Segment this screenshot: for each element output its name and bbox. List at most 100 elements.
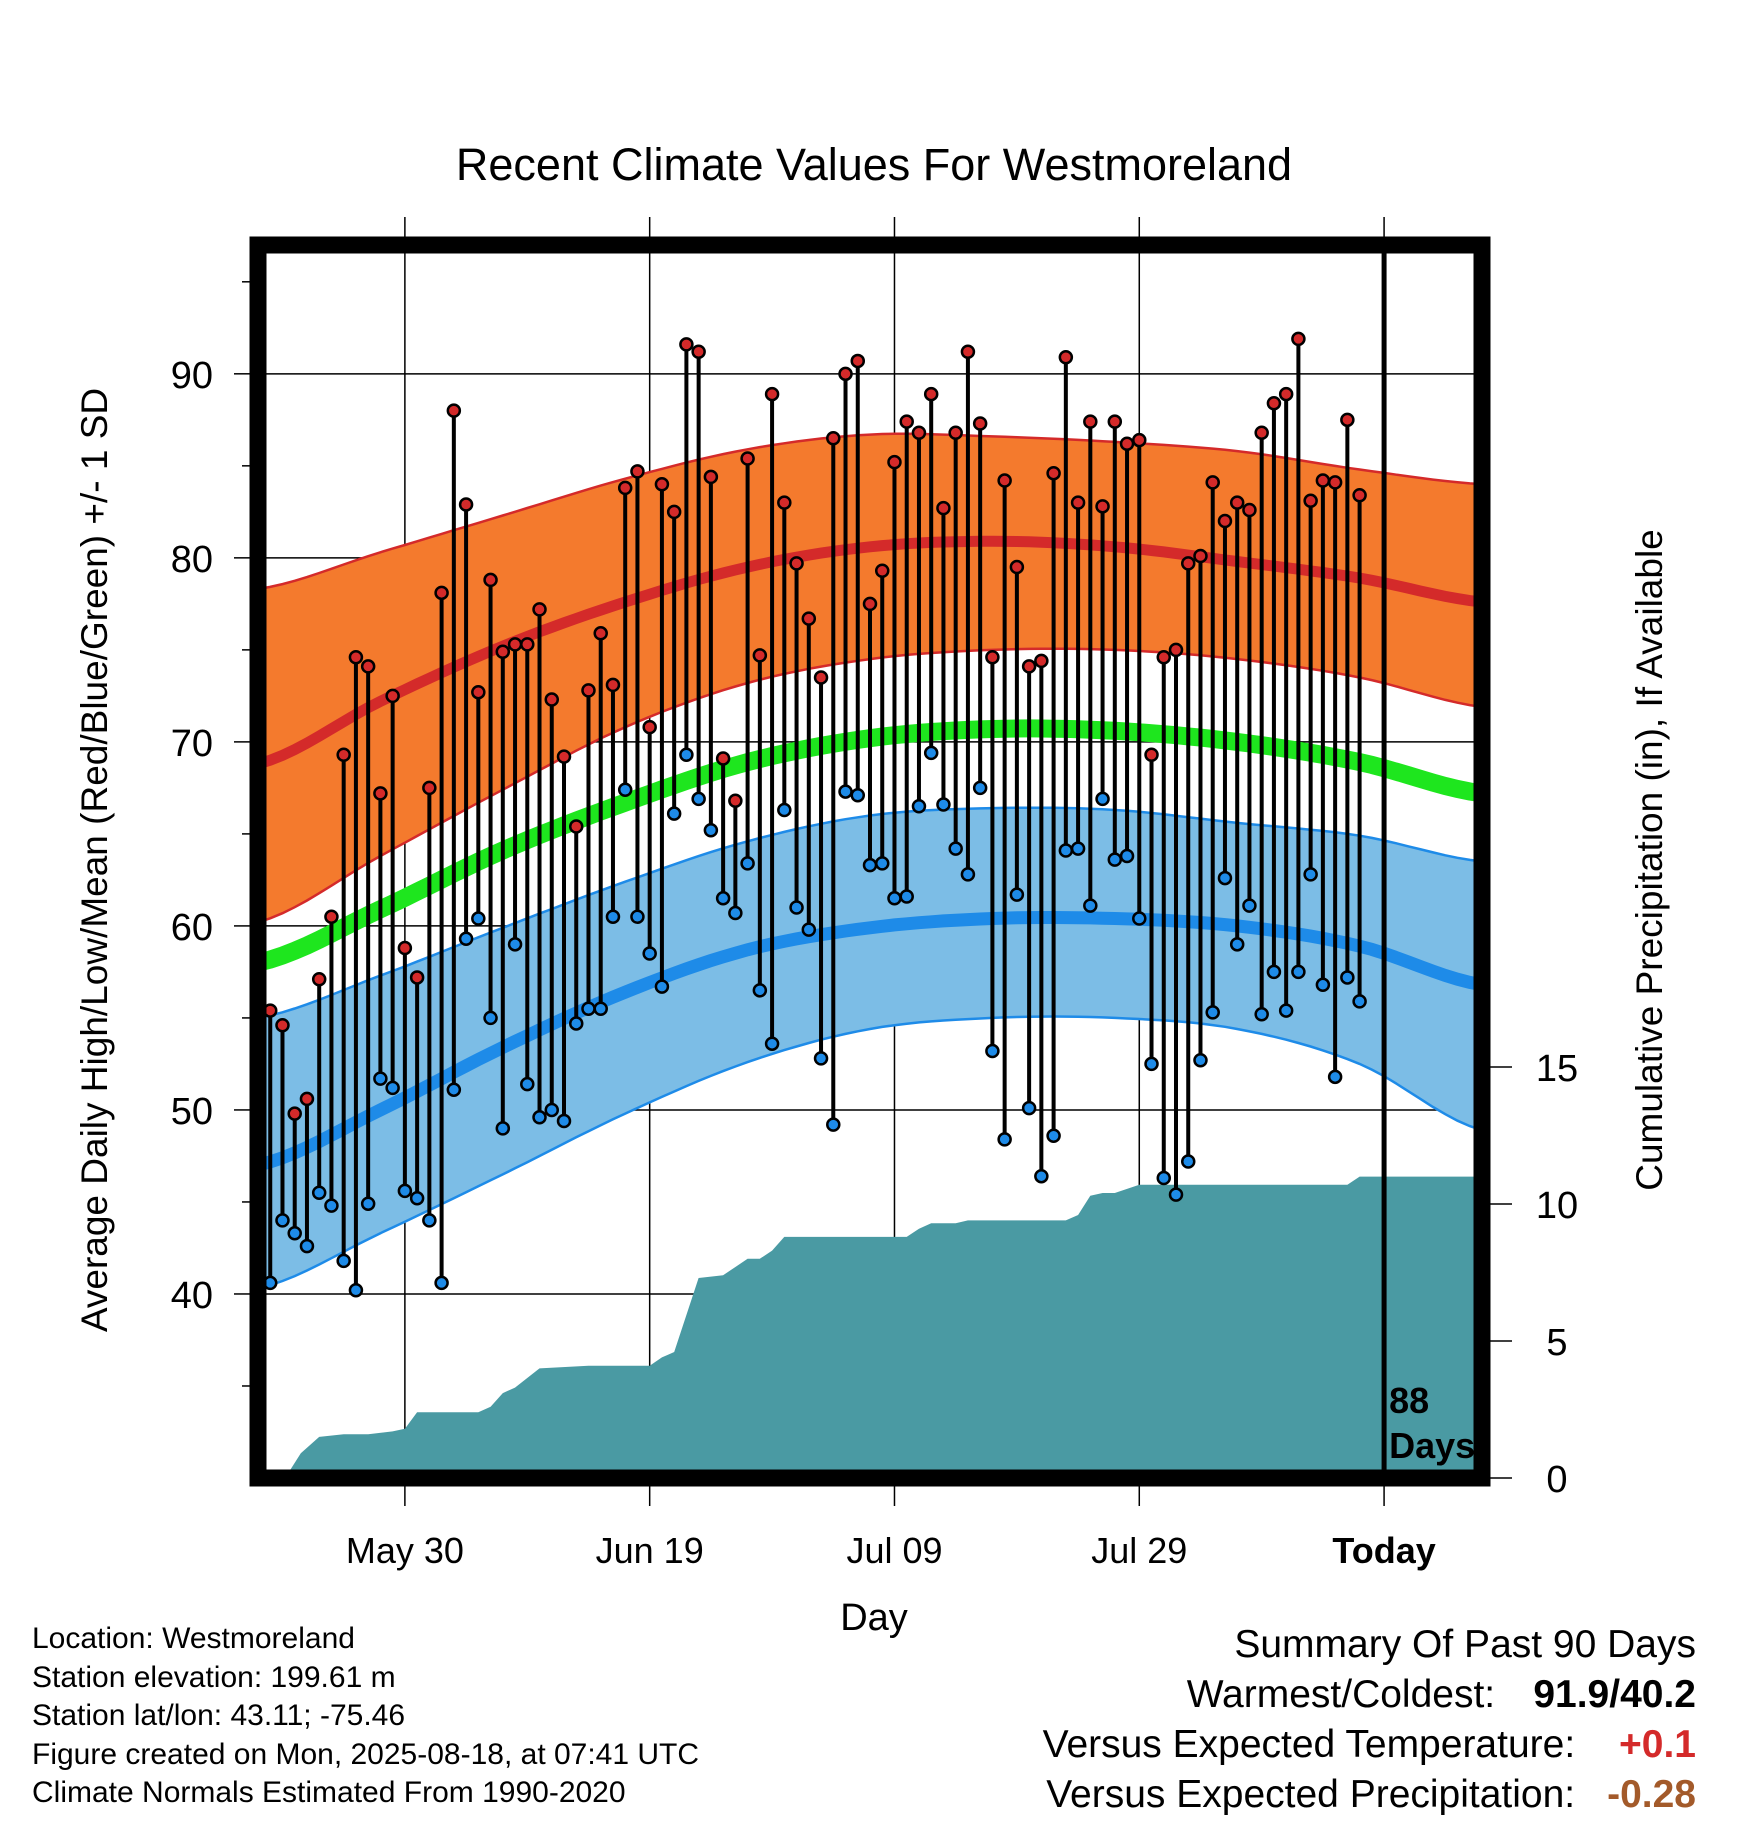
low-point [911,799,927,814]
low-point [532,1110,547,1125]
low-point [471,911,486,926]
high-point [1229,495,1245,510]
plot-frame [249,236,1491,1487]
low-point [507,937,523,952]
high-point [1217,513,1233,529]
summary-panel: Summary Of Past 90 Days Warmest/Coldest:… [1043,1620,1696,1820]
high-point [434,585,449,601]
high-point [1254,425,1269,440]
y2-tick-label: 10 [1536,1185,1578,1227]
temp-row: Versus Expected Temperature: +0.1 [1043,1720,1696,1770]
axes: 40 50 60 70 80 90 0 5 10 15 May 30 Jun 19 Jul 09 Jul … [171,217,1578,1571]
low-point [1229,937,1245,952]
low-point [948,841,963,856]
high-point [1315,473,1331,488]
y-tick-label: 80 [171,539,213,581]
low-point [936,797,951,812]
high-point [728,793,743,809]
high-point [287,1106,302,1121]
high-point [801,611,817,626]
low-point [740,856,755,871]
low-point [985,1043,1000,1059]
low-point [715,891,731,906]
high-point [1303,493,1318,509]
high-point [1119,436,1135,452]
low-point [311,1185,327,1201]
low-point [409,1191,425,1206]
x-tick-label: Jul 29 [1091,1530,1187,1571]
low-point [373,1071,388,1086]
high-point [666,504,682,520]
y2-tick-label: 0 [1546,1459,1567,1501]
high-point [507,637,523,652]
high-point [471,684,486,700]
low-point [1242,898,1257,913]
high-normal-line [256,535,1483,770]
temp-label: Versus Expected Temperature: [1042,1723,1576,1766]
low-point [1254,1006,1269,1022]
low-point [495,1121,511,1136]
low-point [299,1238,315,1254]
precip-value: -0.28 [1607,1773,1696,1816]
x-tick-label: Jul 09 [846,1530,942,1571]
high-point [360,659,376,674]
y-axis-label: Average Daily High/Low/Mean (Red/Blue/Gr… [74,388,115,1332]
summary-title: Summary Of Past 90 Days [1234,1623,1696,1666]
low-point [1095,791,1110,807]
low-point [336,1253,351,1269]
high-point [495,644,511,659]
high-point [1205,475,1220,490]
low-point [764,1036,780,1051]
high-point [1242,502,1257,518]
location-text: Location: Westmoreland [32,1622,355,1655]
high-point [458,497,474,512]
daily-points [262,331,1367,1298]
high-point [960,344,976,359]
low-point [1144,1056,1159,1072]
low-point [923,745,939,761]
high-point [752,648,768,663]
high-point [1046,465,1061,481]
high-point [715,751,731,766]
high-point [740,451,755,466]
high-point [1180,556,1196,571]
precip-label: Versus Expected Precipitation: [1046,1773,1576,1816]
high-point [862,596,878,612]
high-point [446,403,462,418]
low-point [556,1113,572,1129]
high-point [679,337,694,352]
low-point [348,1283,364,1298]
high-point [1168,642,1184,658]
low-point [752,983,768,998]
y2-tick-label: 5 [1546,1322,1567,1364]
high-point [593,626,608,641]
high-point [483,572,498,588]
high-point [899,414,914,429]
precipitation-area [258,1176,1482,1478]
low-point [862,857,878,873]
high-point [311,972,327,987]
low-point [703,822,719,838]
high-point [1070,495,1086,510]
y-tick-label: 60 [171,907,213,949]
low-point [777,802,792,818]
low-point [397,1183,413,1199]
y-tick-label: 50 [171,1091,213,1133]
low-point [801,922,817,937]
high-point [1340,412,1355,428]
high-point [691,344,706,359]
high-point [275,1018,290,1033]
low-point [826,1117,841,1132]
low-point [1327,1069,1343,1085]
high-point [789,556,804,571]
high-point [1034,653,1049,669]
today-marker-line: Days [1389,1425,1475,1466]
low-point [1168,1187,1184,1202]
low-point [287,1225,302,1241]
low-point [1046,1128,1061,1143]
low-point [630,909,645,924]
high-point [556,749,572,764]
high-point [532,602,547,617]
high-point [838,366,853,382]
